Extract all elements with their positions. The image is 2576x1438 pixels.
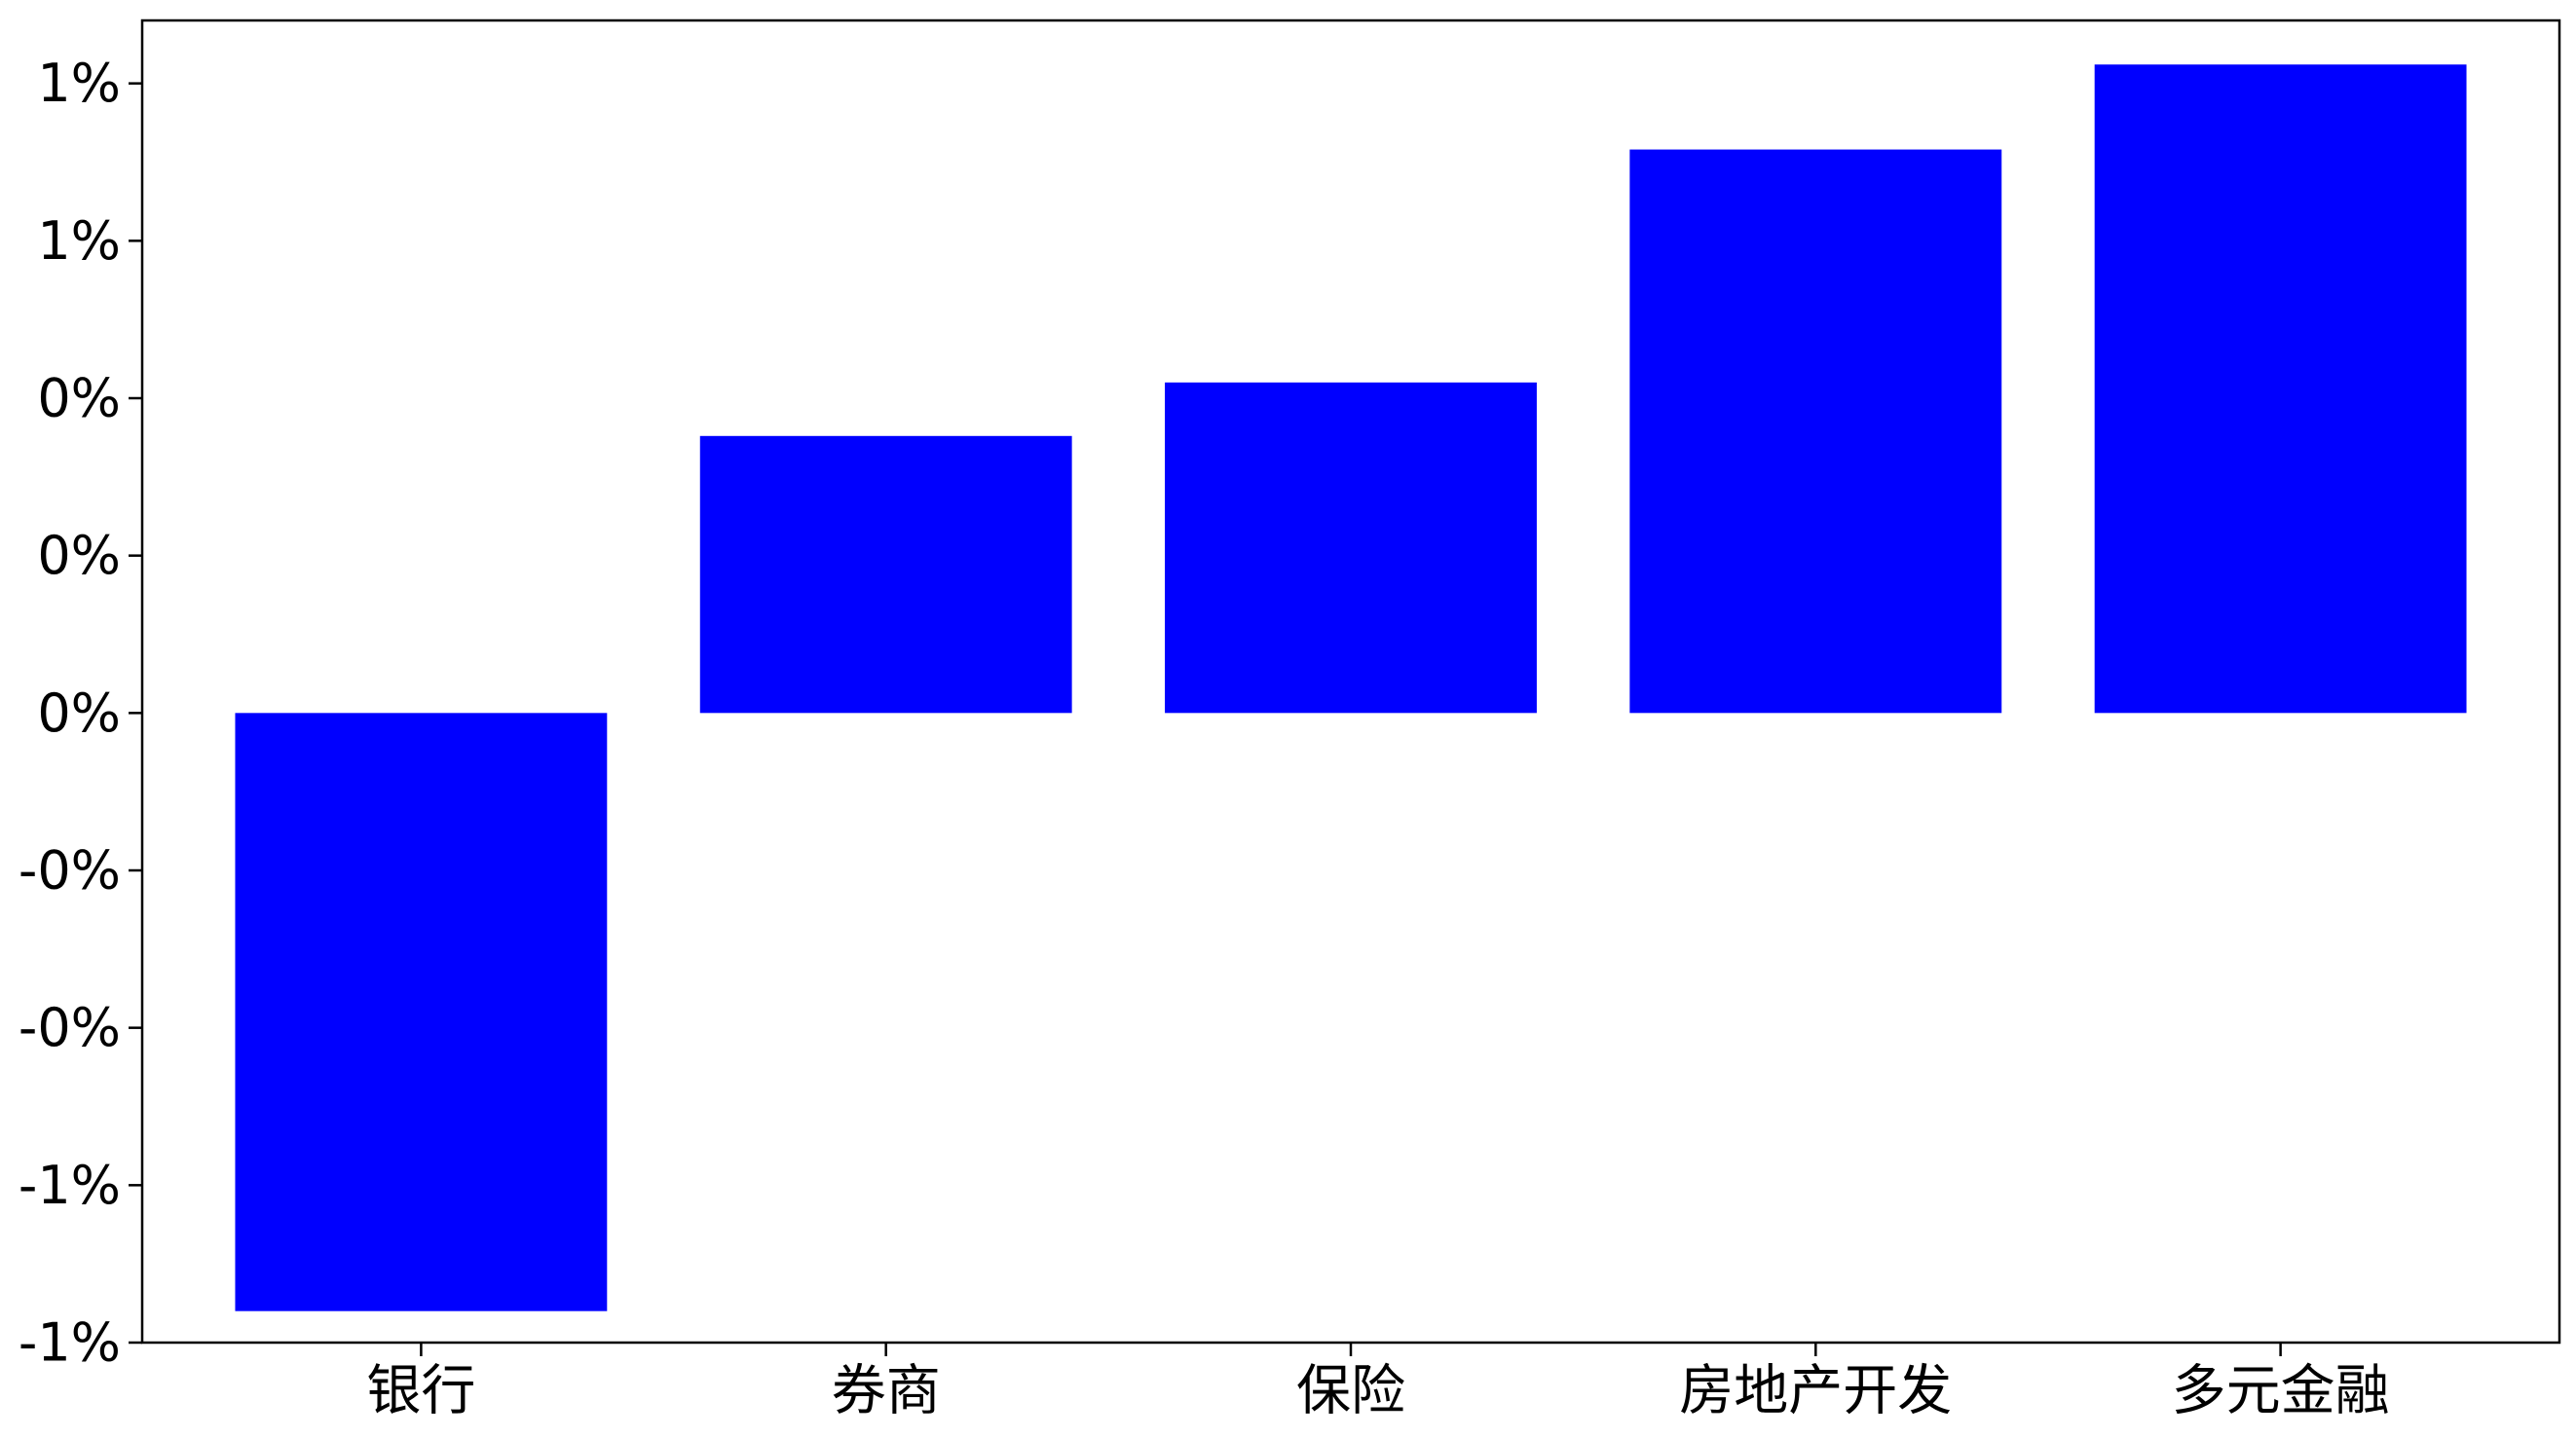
y-tick-label: 1% — [37, 53, 121, 114]
x-tick-label: 多元金融 — [2172, 1360, 2390, 1423]
bar-3 — [1165, 383, 1537, 714]
x-tick-label: 房地产开发 — [1679, 1360, 1952, 1423]
y-tick-label: -1% — [19, 1155, 121, 1216]
bar-1 — [235, 713, 607, 1310]
y-tick-label: -0% — [19, 997, 121, 1058]
x-tick-label: 银行 — [366, 1360, 475, 1423]
y-tick-label: -1% — [19, 1312, 121, 1374]
y-tick-label: 0% — [37, 368, 121, 429]
x-tick-label: 保险 — [1296, 1360, 1405, 1423]
bar-4 — [1629, 150, 2001, 714]
x-tick-label: 券商 — [832, 1360, 941, 1423]
y-tick-label: 1% — [37, 210, 121, 272]
bar-5 — [2095, 64, 2467, 713]
y-tick-label: 0% — [37, 525, 121, 586]
y-tick-label: 0% — [37, 682, 121, 744]
y-tick-label: -0% — [19, 840, 121, 902]
bar-2 — [700, 436, 1072, 714]
